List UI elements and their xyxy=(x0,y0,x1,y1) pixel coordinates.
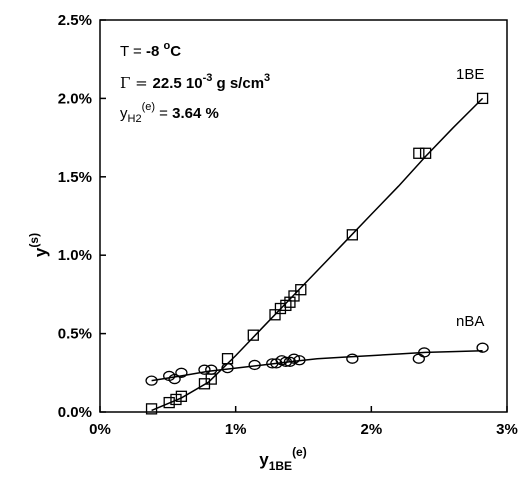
marker-1be xyxy=(284,296,296,308)
y-axis-title: y(s) xyxy=(27,233,50,257)
y-tick-label: 2.0% xyxy=(58,90,92,107)
marker-nba xyxy=(205,364,218,375)
marker-1be xyxy=(419,147,432,159)
marker-nba xyxy=(168,373,181,385)
marker-nba xyxy=(287,353,301,364)
tick-labels: 0.0% 0.5% 1.0% 1.5% 2.0% 2.5% 0% 1% 2% 3% xyxy=(58,12,518,438)
annotation-yh2: yH2(e) = 3.64 % xyxy=(120,101,219,125)
x-axis-title: y1BE(e) xyxy=(259,445,306,473)
marker-1be xyxy=(288,290,300,302)
marker-nba xyxy=(145,375,158,386)
marker-1be xyxy=(280,299,292,312)
marker-1be xyxy=(221,353,234,365)
y-tick-label: 1.5% xyxy=(58,169,92,186)
annotation-temperature: T = -8 oC xyxy=(120,40,181,60)
marker-nba xyxy=(221,362,234,374)
marker-nba xyxy=(412,353,425,364)
plot-area xyxy=(99,19,508,413)
data-markers xyxy=(145,92,489,415)
marker-nba xyxy=(175,367,188,378)
fit-curve-nba xyxy=(151,350,483,382)
annotation-gamma: Γ = 22.5 10-3 g s/cm3 xyxy=(120,72,270,92)
tick-marks xyxy=(99,19,508,413)
series-label-1be: 1BE xyxy=(456,66,484,83)
marker-nba xyxy=(279,356,293,367)
fit-curve-1be xyxy=(151,97,484,412)
marker-nba xyxy=(248,359,261,371)
marker-nba xyxy=(418,347,431,358)
marker-nba xyxy=(346,353,359,364)
marker-nba xyxy=(476,342,489,353)
y-tick-label: 2.5% xyxy=(58,12,92,29)
marker-1be xyxy=(295,284,307,296)
y-tick-label: 0.0% xyxy=(58,404,92,421)
y-tick-label: 1.0% xyxy=(58,247,92,264)
marker-nba xyxy=(293,355,306,366)
x-tick-label: 1% xyxy=(225,421,247,438)
x-tick-label: 2% xyxy=(360,421,382,438)
marker-1be xyxy=(145,403,158,415)
marker-1be xyxy=(413,147,425,159)
marker-1be xyxy=(346,229,358,241)
marker-1be xyxy=(476,92,489,105)
marker-nba xyxy=(283,356,297,367)
x-tick-label: 0% xyxy=(89,421,111,438)
marker-1be xyxy=(175,390,188,402)
marker-nba xyxy=(198,364,211,375)
series-label-nba: nBA xyxy=(456,313,484,330)
y-tick-label: 0.5% xyxy=(58,326,92,343)
x-tick-label: 3% xyxy=(496,421,518,438)
fit-curves xyxy=(151,97,484,412)
marker-1be xyxy=(163,396,175,409)
marker-1be xyxy=(247,329,259,341)
